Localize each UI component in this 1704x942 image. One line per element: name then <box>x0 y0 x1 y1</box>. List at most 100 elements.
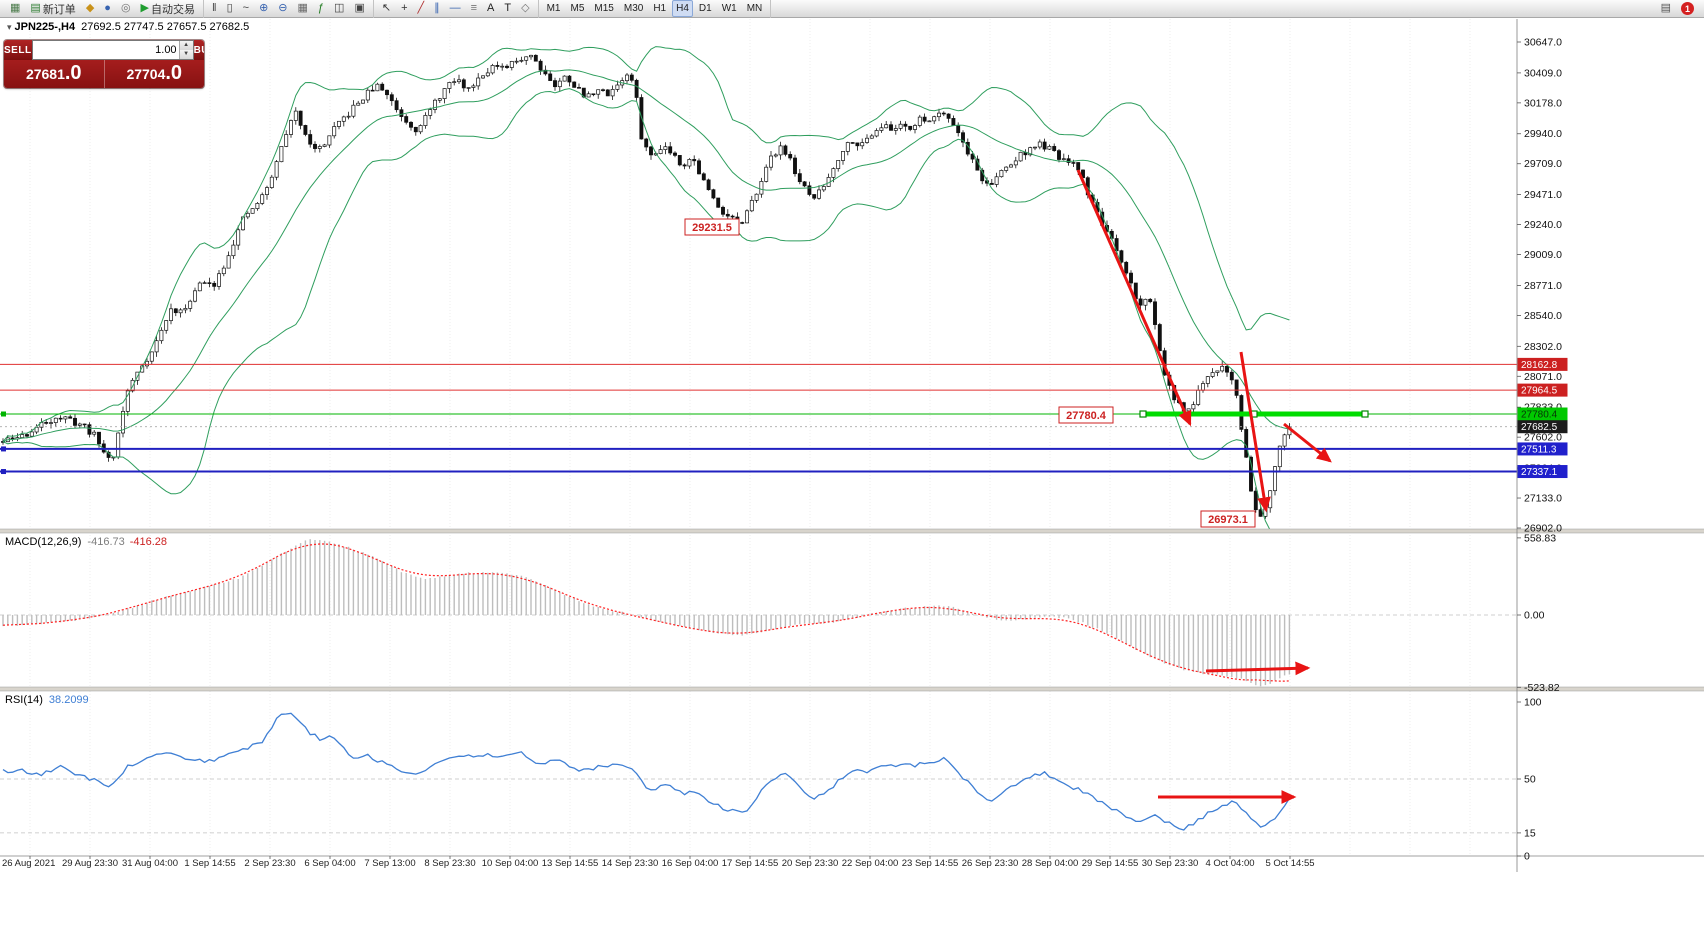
rsi-axis-label: 15 <box>1524 827 1536 839</box>
tf-m15[interactable]: M15 <box>590 0 617 17</box>
tf-m1[interactable]: M1 <box>543 0 565 17</box>
volume-increase-button[interactable]: ▲ <box>179 41 193 50</box>
toolbar: ▦ ▤ 新订单 ◆ ● ◎ ▶ 自动交易 ‖ ▯ ~ ⊕ ⊖ ▦ ƒ ◫ ▣ ↖ + ╱ ∥ — ≡ A T ◇ M1 M5 M15 M3… <box>0 0 1704 18</box>
shapes-icon[interactable]: ◇ <box>517 0 533 17</box>
autotrading-button[interactable]: ▶ 自动交易 <box>137 0 199 17</box>
volume-input[interactable] <box>32 41 179 59</box>
quick-trade-icon[interactable]: ▤ <box>1657 0 1675 17</box>
price-annotation-box[interactable] <box>1200 510 1256 528</box>
trend-arrow[interactable] <box>1239 351 1271 513</box>
time-axis-label: 26 Sep 23:30 <box>962 858 1019 869</box>
market-watch-icon[interactable]: ● <box>100 0 115 17</box>
label-icon[interactable]: T <box>500 0 515 17</box>
price-axis-marker-text: 28162.8 <box>1521 360 1558 371</box>
time-axis-label: 8 Sep 23:30 <box>424 858 475 869</box>
crosshair-icon[interactable]: + <box>397 0 411 17</box>
time-axis-label: 13 Sep 14:55 <box>542 858 599 869</box>
time-axis-label: 1 Sep 14:55 <box>184 858 235 869</box>
templates-icon[interactable]: ◆ <box>82 0 98 17</box>
macd-name: MACD(12,26,9) <box>5 536 82 548</box>
buy-button[interactable]: BUY <box>193 40 204 60</box>
trend-arrow[interactable] <box>1205 661 1311 676</box>
rsi-line <box>2 712 1290 831</box>
channel-icon[interactable]: ∥ <box>430 0 444 17</box>
symbol-name: JPN225-,H4 <box>14 21 76 33</box>
tf-h1[interactable]: H1 <box>649 0 670 17</box>
tf-mn[interactable]: MN <box>743 0 767 17</box>
collapse-arrow-icon[interactable]: ▾ <box>7 22 12 32</box>
price-axis-label: 30178.0 <box>1524 97 1562 109</box>
price-axis-marker-text: 27511.3 <box>1521 444 1557 455</box>
time-axis-label: 23 Sep 14:55 <box>902 858 959 869</box>
tile-windows-icon[interactable]: ◫ <box>330 0 348 17</box>
buy-price-button[interactable]: 27704.0 <box>103 60 205 88</box>
price-axis-area[interactable] <box>1517 19 1704 942</box>
trendline-icon[interactable]: ╱ <box>414 0 429 17</box>
tf-m1-label: M1 <box>546 3 561 14</box>
segment-handle[interactable] <box>1361 410 1369 418</box>
templates-icon: ◆ <box>85 2 95 14</box>
price-annotation-text: 26973.1 <box>1208 514 1248 526</box>
trend-arrow[interactable] <box>1283 422 1332 463</box>
line-anchor-handle[interactable] <box>1 411 6 417</box>
tf-m5[interactable]: M5 <box>567 0 589 17</box>
sell-price-button[interactable]: 27681.0 <box>4 60 104 88</box>
panel-divider[interactable] <box>0 687 1704 691</box>
price-axis-label: 29240.0 <box>1524 219 1562 231</box>
label-icon: T <box>504 2 512 14</box>
new-chart-icon[interactable]: ▦ <box>6 0 24 17</box>
tf-m30-label: M30 <box>623 3 644 14</box>
time-axis-label: 14 Sep 23:30 <box>602 858 659 869</box>
price-annotation-text: 27780.4 <box>1066 410 1107 422</box>
tf-m30[interactable]: M30 <box>620 0 647 17</box>
price-axis-marker <box>1517 420 1568 434</box>
price-axis-marker <box>1517 465 1568 479</box>
fibonacci-icon[interactable]: ≡ <box>467 0 481 17</box>
line-anchor-handle[interactable] <box>1 469 6 475</box>
sell-button[interactable]: SELL <box>4 40 32 60</box>
cursor-icon[interactable]: ↖ <box>378 0 395 17</box>
candlestick-chart-icon[interactable]: ▯ <box>223 0 237 17</box>
trend-arrow[interactable] <box>1076 169 1192 427</box>
line-chart-icon: ~ <box>242 2 250 14</box>
bar-chart-icon[interactable]: ‖ <box>208 0 221 17</box>
line-chart-icon[interactable]: ~ <box>239 0 253 17</box>
tf-d1[interactable]: D1 <box>695 0 716 17</box>
volume-decrease-button[interactable]: ▼ <box>179 50 193 59</box>
time-axis-label: 31 Aug 04:00 <box>122 858 178 869</box>
text-icon[interactable]: A <box>483 0 498 17</box>
tf-h4[interactable]: H4 <box>672 0 693 17</box>
rsi-name: RSI(14) <box>5 694 43 706</box>
time-axis-label: 22 Sep 04:00 <box>842 858 899 869</box>
horizontal-line-icon[interactable]: — <box>446 0 465 17</box>
panel-divider[interactable] <box>0 529 1704 533</box>
time-axis-label: 5 Oct 14:55 <box>1265 858 1314 869</box>
zoom-out-icon[interactable]: ⊖ <box>274 0 291 17</box>
line-anchor-handle[interactable] <box>1 446 6 452</box>
chart-plot-area[interactable] <box>0 19 1517 856</box>
grid-icon[interactable]: ▦ <box>294 0 312 17</box>
bar-chart-icon: ‖ <box>212 2 217 14</box>
price-annotation-box[interactable] <box>1058 406 1114 424</box>
new-order-button[interactable]: ▤ 新订单 <box>26 0 79 17</box>
time-axis-label: 2 Sep 23:30 <box>244 858 295 869</box>
zoom-in-icon[interactable]: ⊕ <box>255 0 272 17</box>
segment-handle[interactable] <box>1139 410 1147 418</box>
time-axis-label: 17 Sep 14:55 <box>722 858 779 869</box>
time-axis-label: 29 Sep 14:55 <box>1082 858 1139 869</box>
notification-badge[interactable]: 1 <box>1681 2 1694 15</box>
indicators-icon[interactable]: ƒ <box>314 0 328 17</box>
arrange-icon[interactable]: ▣ <box>350 0 368 17</box>
price-annotation-box[interactable] <box>684 218 740 236</box>
trendline-icon: ╱ <box>417 2 425 14</box>
price-axis-label: 28540.0 <box>1524 310 1562 322</box>
price-axis-marker-text: 27682.5 <box>1521 422 1558 433</box>
navigator-icon[interactable]: ◎ <box>117 0 135 17</box>
crosshair-icon: + <box>401 2 408 14</box>
indicators-icon: ƒ <box>317 2 325 14</box>
time-axis-area[interactable] <box>0 856 1704 942</box>
tf-w1[interactable]: W1 <box>718 0 741 17</box>
price-axis-label: 28771.0 <box>1524 280 1562 292</box>
price-axis-marker <box>1517 357 1568 371</box>
